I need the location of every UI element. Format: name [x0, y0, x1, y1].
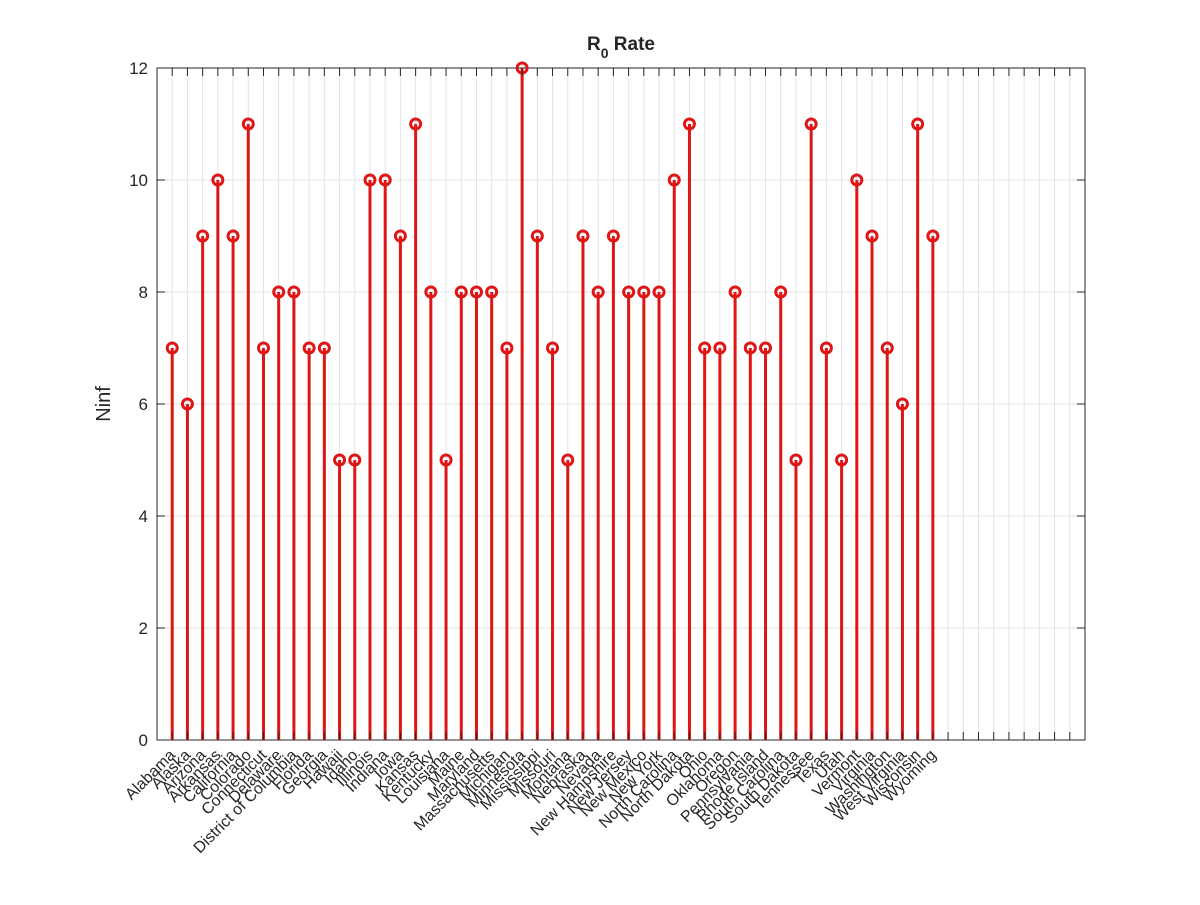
y-tick-label: 4 — [139, 507, 148, 526]
stem-marker — [911, 117, 925, 131]
stem-marker — [333, 453, 347, 467]
stem-marker — [698, 341, 712, 355]
y-tick-label: 0 — [139, 731, 148, 750]
stem-marker — [302, 341, 316, 355]
stem-marker — [880, 341, 894, 355]
stem-marker — [561, 453, 575, 467]
stem-marker — [591, 285, 605, 299]
stem-marker — [926, 229, 940, 243]
stem-marker — [819, 341, 833, 355]
title-main: R — [587, 34, 601, 55]
stem-marker — [241, 117, 255, 131]
stem-marker — [226, 229, 240, 243]
y-tick-label: 2 — [139, 619, 148, 638]
stem-marker — [743, 341, 757, 355]
stem-marker — [317, 341, 331, 355]
stem-marker — [272, 285, 286, 299]
y-tick-label: 10 — [129, 171, 148, 190]
stem-marker — [424, 285, 438, 299]
stem-marker — [789, 453, 803, 467]
stem-marker — [196, 229, 210, 243]
stem-marker — [485, 285, 499, 299]
stem-marker — [895, 397, 909, 411]
stem-marker — [850, 173, 864, 187]
stem-marker — [287, 285, 301, 299]
stem-marker — [576, 229, 590, 243]
stem-marker — [165, 341, 179, 355]
stem-marker — [469, 285, 483, 299]
stem-marker — [606, 229, 620, 243]
stem-marker — [348, 453, 362, 467]
stems — [165, 61, 940, 740]
y-tick-label: 6 — [139, 395, 148, 414]
stem-marker — [835, 453, 849, 467]
y-axis-label: Ninf — [93, 386, 115, 422]
stem-marker — [211, 173, 225, 187]
stem-marker — [363, 173, 377, 187]
y-tick-label: 8 — [139, 283, 148, 302]
stem-marker — [713, 341, 727, 355]
stem-marker — [530, 229, 544, 243]
stem-marker — [180, 397, 194, 411]
stem-marker — [546, 341, 560, 355]
stem-marker — [393, 229, 407, 243]
stem-marker — [652, 285, 666, 299]
stem-marker — [622, 285, 636, 299]
stem-marker — [804, 117, 818, 131]
stem-marker — [500, 341, 514, 355]
stem-marker — [378, 173, 392, 187]
stem-marker — [774, 285, 788, 299]
stem-marker — [409, 117, 423, 131]
y-axis-ticks: 0 2 4 6 8 10 12 — [129, 59, 1085, 750]
stem-marker — [728, 285, 742, 299]
stem-marker — [439, 453, 453, 467]
stem-marker — [865, 229, 879, 243]
chart-title: R0 Rate — [587, 34, 655, 61]
stem-marker — [682, 117, 696, 131]
stem-marker — [637, 285, 651, 299]
title-subscript: 0 — [601, 45, 609, 61]
stem-marker — [759, 341, 773, 355]
stem-marker — [454, 285, 468, 299]
grid — [157, 67, 1085, 741]
y-tick-label: 12 — [129, 59, 148, 78]
title-suffix: Rate — [609, 34, 655, 55]
stem-marker — [667, 173, 681, 187]
stem-marker — [256, 341, 270, 355]
